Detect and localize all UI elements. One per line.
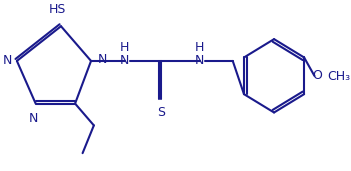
- Text: O: O: [312, 69, 322, 82]
- Text: HS: HS: [48, 3, 66, 16]
- Text: N: N: [98, 54, 107, 67]
- Text: N: N: [3, 54, 12, 67]
- Text: N: N: [29, 111, 39, 124]
- Text: S: S: [158, 106, 165, 119]
- Text: H: H: [195, 41, 205, 54]
- Text: H: H: [120, 41, 130, 54]
- Text: N: N: [195, 54, 205, 67]
- Text: N: N: [120, 54, 130, 67]
- Text: CH₃: CH₃: [327, 70, 351, 83]
